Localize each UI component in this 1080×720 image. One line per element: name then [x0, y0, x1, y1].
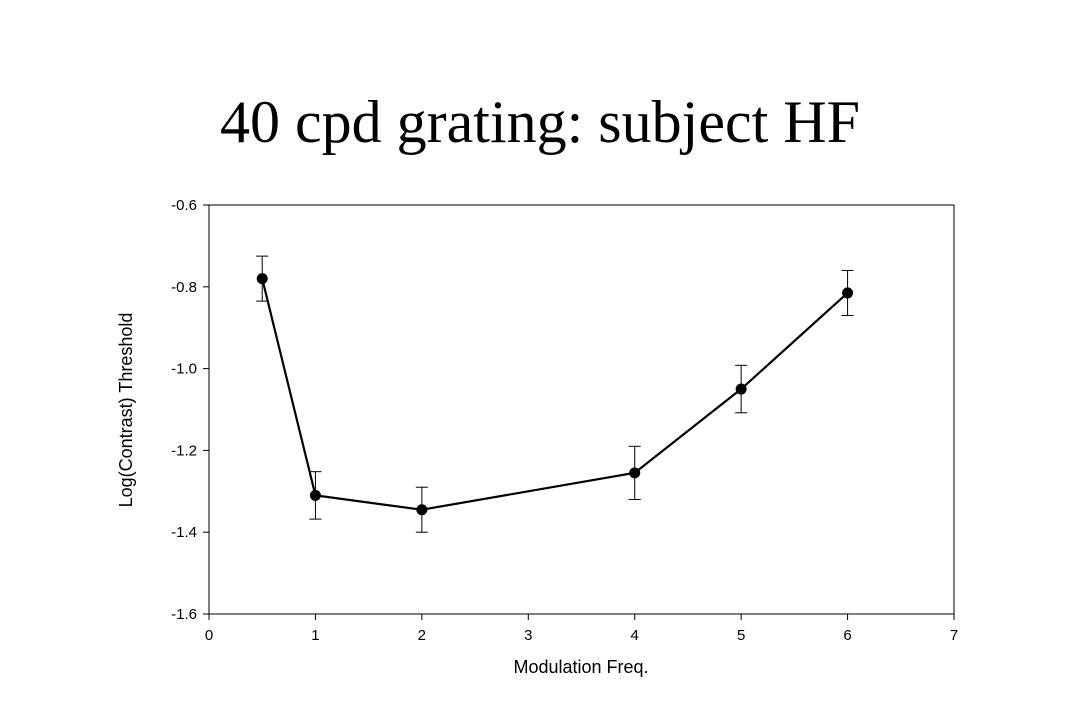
y-tick-label: -1.4: [171, 524, 197, 541]
y-tick-label: -1.0: [171, 361, 197, 378]
data-series: [256, 273, 854, 516]
x-axis-title: Modulation Freq.: [513, 657, 648, 677]
data-point: [416, 504, 428, 516]
y-tick-label: -0.6: [171, 197, 197, 214]
chart-title: 40 cpd grating: subject HF: [220, 89, 860, 155]
y-axis: -1.6 -1.4 -1.2 -1.0 -0.8 -0.6: [171, 197, 209, 623]
x-tick-label: 7: [950, 627, 958, 644]
x-tick-label: 1: [311, 627, 319, 644]
y-axis-title: Log(Contrast) Threshold: [116, 313, 136, 508]
series-line: [261, 278, 849, 511]
data-point: [309, 489, 321, 501]
data-point: [842, 287, 854, 299]
error-bars: [256, 255, 854, 533]
y-tick-label: -1.6: [171, 606, 197, 623]
x-tick-label: 2: [418, 627, 426, 644]
data-point: [735, 383, 747, 395]
x-tick-label: 4: [631, 627, 639, 644]
plot-frame: [208, 204, 955, 615]
data-point: [629, 467, 641, 479]
x-tick-label: 5: [737, 627, 745, 644]
x-axis: 0 1 2 3 4 5 6 7: [205, 614, 958, 644]
x-tick-label: 6: [843, 627, 851, 644]
x-tick-label: 3: [524, 627, 532, 644]
x-tick-label: 0: [205, 627, 213, 644]
y-tick-label: -0.8: [171, 279, 197, 296]
data-point: [256, 273, 268, 285]
y-tick-label: -1.2: [171, 442, 197, 459]
